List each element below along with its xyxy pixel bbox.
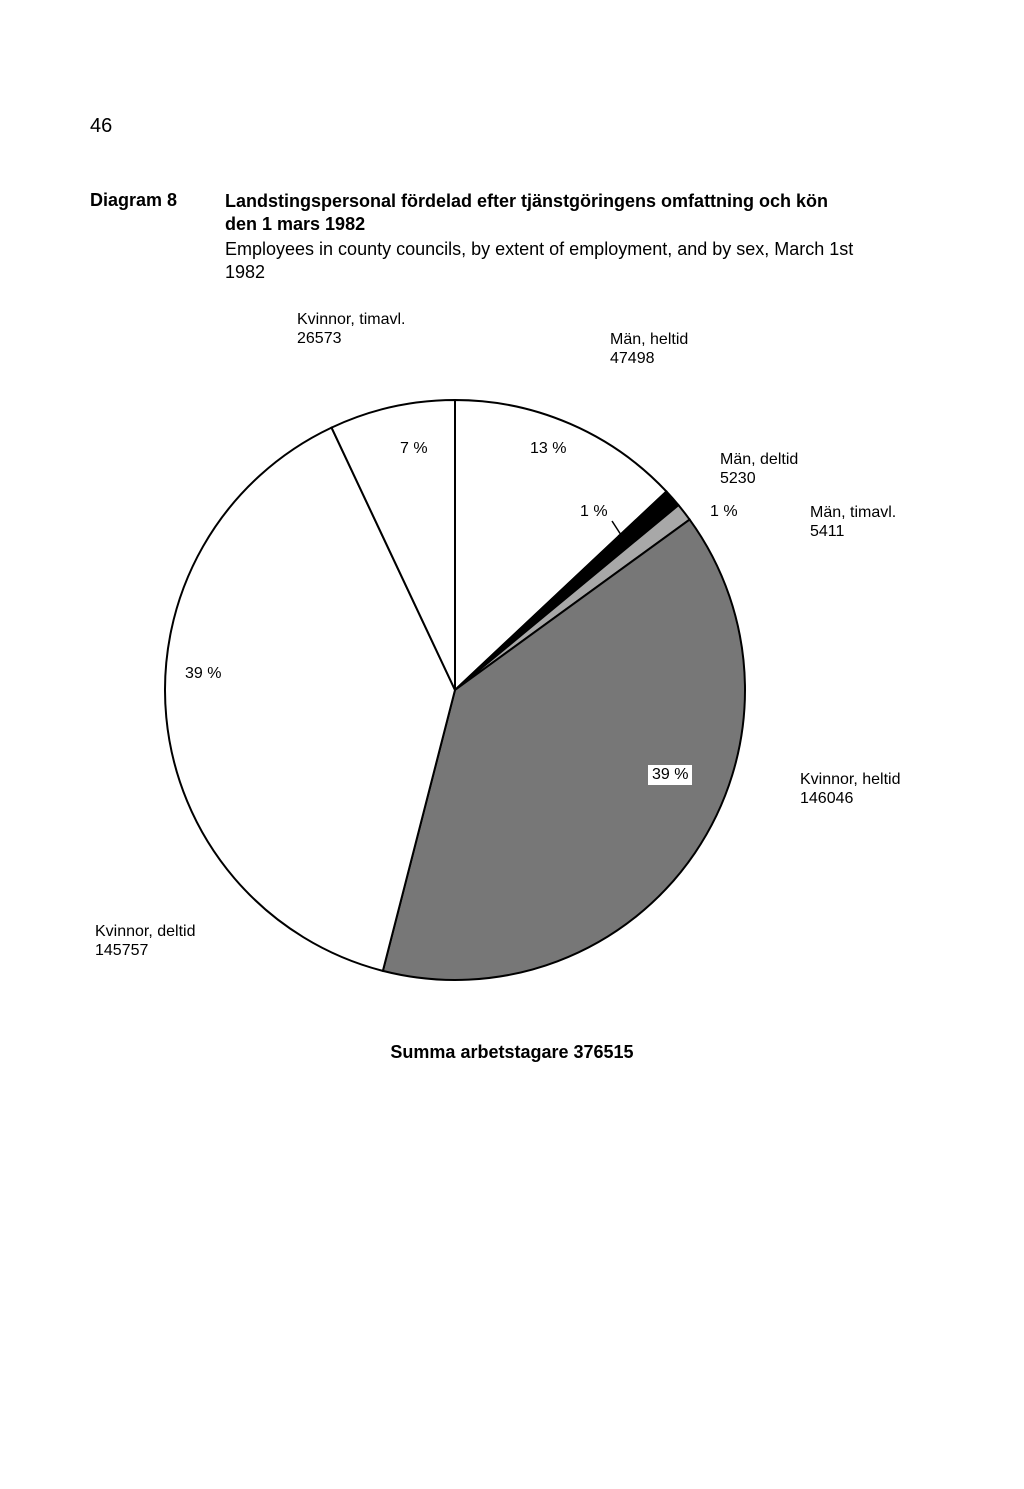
chart-caption: Summa arbetstagare 376515 bbox=[0, 1042, 1024, 1063]
slice-label-kvinnor-heltid: Kvinnor, heltid146046 bbox=[800, 770, 901, 808]
slice-pct-man-timavl: 1 % bbox=[710, 503, 738, 521]
slice-label-man-deltid: Män, deltid5230 bbox=[720, 450, 798, 488]
title-english: Employees in county councils, by extent … bbox=[225, 238, 865, 283]
page-number: 46 bbox=[90, 115, 112, 138]
slice-pct-kvinnor-timavl: 7 % bbox=[400, 440, 428, 458]
slice-label-man-timavl: Män, timavl.5411 bbox=[810, 503, 896, 541]
slice-label-man-heltid: Män, heltid47498 bbox=[610, 330, 688, 368]
slice-pct-man-heltid: 13 % bbox=[530, 440, 566, 458]
slice-label-kvinnor-deltid: Kvinnor, deltid145757 bbox=[95, 922, 196, 960]
document-page: 46 Diagram 8 Landstingspersonal fördelad… bbox=[0, 0, 1024, 1489]
slice-pct-kvinnor-heltid: 39 % bbox=[648, 765, 692, 785]
diagram-label: Diagram 8 bbox=[90, 190, 177, 211]
pie-chart: Män, heltid47498 13 % Män, deltid5230 1 % Mä… bbox=[0, 310, 1024, 1110]
title-swedish: Landstingspersonal fördelad efter tjänst… bbox=[225, 190, 865, 235]
slice-pct-man-deltid: 1 % bbox=[580, 503, 608, 521]
slice-pct-kvinnor-deltid: 39 % bbox=[185, 665, 221, 683]
slice-label-kvinnor-timavl: Kvinnor, timavl.26573 bbox=[297, 310, 405, 348]
